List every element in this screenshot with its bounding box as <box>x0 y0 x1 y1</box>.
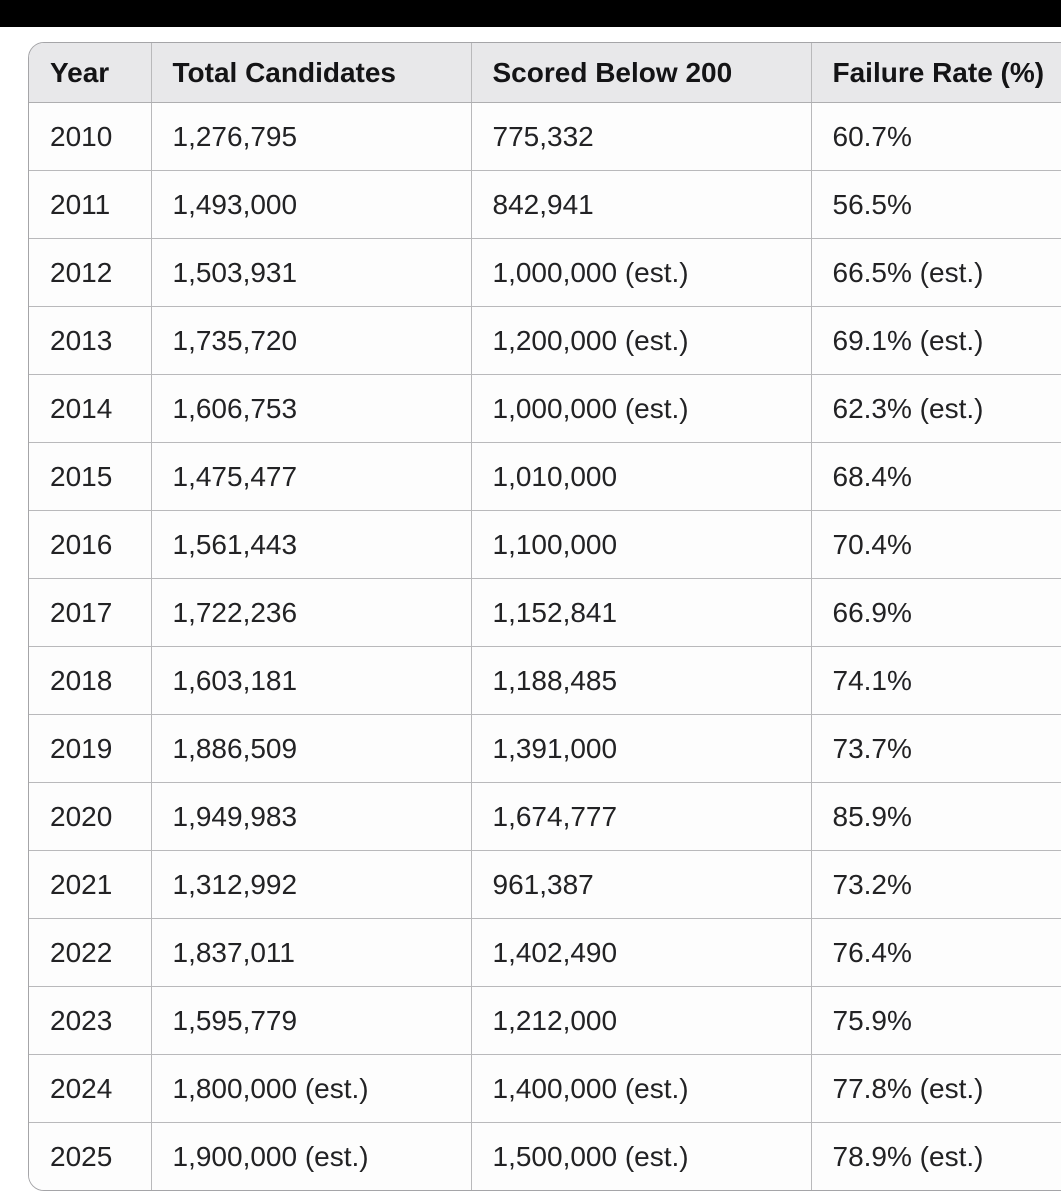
cell-below: 775,332 <box>470 102 812 171</box>
cell-total: 1,603,181 <box>150 646 472 715</box>
cell-year: 2012 <box>29 238 152 307</box>
cell-rate: 56.5% <box>810 170 1061 239</box>
cell-total: 1,886,509 <box>150 714 472 783</box>
table-row: 2013 1,735,720 1,200,000 (est.) 69.1% (est.… <box>29 306 1061 375</box>
cell-below: 1,010,000 <box>470 442 812 511</box>
exam-failure-rate-table: Year Total Candidates Scored Below 200 F… <box>29 43 1061 1190</box>
table-row: 2017 1,722,236 1,152,841 66.9% <box>29 578 1061 647</box>
cell-year: 2010 <box>29 102 152 171</box>
cell-total: 1,276,795 <box>150 102 472 171</box>
cell-year: 2021 <box>29 850 152 919</box>
cell-year: 2020 <box>29 782 152 851</box>
cell-total: 1,493,000 <box>150 170 472 239</box>
cell-total: 1,722,236 <box>150 578 472 647</box>
cell-rate: 77.8% (est.) <box>810 1054 1061 1123</box>
table-body: 2010 1,276,795 775,332 60.7% 2011 1,493,000 84… <box>29 102 1061 1190</box>
cell-year: 2018 <box>29 646 152 715</box>
cell-below: 961,387 <box>470 850 812 919</box>
cell-year: 2024 <box>29 1054 152 1123</box>
cell-total: 1,561,443 <box>150 510 472 579</box>
cell-below: 1,674,777 <box>470 782 812 851</box>
cell-total: 1,475,477 <box>150 442 472 511</box>
column-header-scored-below-200: Scored Below 200 <box>470 43 812 103</box>
table-row: 2012 1,503,931 1,000,000 (est.) 66.5% (est.… <box>29 238 1061 307</box>
cell-rate: 66.5% (est.) <box>810 238 1061 307</box>
top-letterbox-bar <box>0 0 1061 27</box>
cell-below: 1,400,000 (est.) <box>470 1054 812 1123</box>
cell-total: 1,800,000 (est.) <box>150 1054 472 1123</box>
cell-total: 1,735,720 <box>150 306 472 375</box>
table-row: 2011 1,493,000 842,941 56.5% <box>29 170 1061 239</box>
cell-rate: 76.4% <box>810 918 1061 987</box>
cell-rate: 85.9% <box>810 782 1061 851</box>
cell-below: 1,100,000 <box>470 510 812 579</box>
cell-below: 1,212,000 <box>470 986 812 1055</box>
cell-below: 1,000,000 (est.) <box>470 374 812 443</box>
cell-rate: 66.9% <box>810 578 1061 647</box>
table-row: 2018 1,603,181 1,188,485 74.1% <box>29 646 1061 715</box>
column-header-year: Year <box>29 43 152 103</box>
cell-below: 1,188,485 <box>470 646 812 715</box>
cell-total: 1,503,931 <box>150 238 472 307</box>
cell-rate: 69.1% (est.) <box>810 306 1061 375</box>
header-row: Year Total Candidates Scored Below 200 F… <box>29 43 1061 103</box>
table-row: 2023 1,595,779 1,212,000 75.9% <box>29 986 1061 1055</box>
cell-year: 2011 <box>29 170 152 239</box>
cell-rate: 68.4% <box>810 442 1061 511</box>
table-row: 2024 1,800,000 (est.) 1,400,000 (est.) 77.8… <box>29 1054 1061 1123</box>
cell-year: 2016 <box>29 510 152 579</box>
table-row: 2020 1,949,983 1,674,777 85.9% <box>29 782 1061 851</box>
column-header-failure-rate: Failure Rate (%) <box>810 43 1061 103</box>
exam-results-table-container: Year Total Candidates Scored Below 200 F… <box>28 42 1061 1191</box>
cell-rate: 60.7% <box>810 102 1061 171</box>
cell-below: 1,152,841 <box>470 578 812 647</box>
cell-rate: 74.1% <box>810 646 1061 715</box>
cell-total: 1,606,753 <box>150 374 472 443</box>
cell-year: 2025 <box>29 1122 152 1190</box>
table-row: 2019 1,886,509 1,391,000 73.7% <box>29 714 1061 783</box>
table-row: 2015 1,475,477 1,010,000 68.4% <box>29 442 1061 511</box>
cell-below: 1,391,000 <box>470 714 812 783</box>
cell-total: 1,312,992 <box>150 850 472 919</box>
cell-year: 2017 <box>29 578 152 647</box>
table-row: 2022 1,837,011 1,402,490 76.4% <box>29 918 1061 987</box>
cell-total: 1,900,000 (est.) <box>150 1122 472 1190</box>
column-header-total-candidates: Total Candidates <box>150 43 472 103</box>
cell-year: 2023 <box>29 986 152 1055</box>
cell-year: 2014 <box>29 374 152 443</box>
cell-rate: 75.9% <box>810 986 1061 1055</box>
cell-total: 1,595,779 <box>150 986 472 1055</box>
cell-year: 2022 <box>29 918 152 987</box>
cell-below: 1,402,490 <box>470 918 812 987</box>
table-row: 2025 1,900,000 (est.) 1,500,000 (est.) 78.9… <box>29 1122 1061 1190</box>
cell-rate: 70.4% <box>810 510 1061 579</box>
cell-below: 1,200,000 (est.) <box>470 306 812 375</box>
cell-total: 1,949,983 <box>150 782 472 851</box>
cell-rate: 73.7% <box>810 714 1061 783</box>
cell-rate: 78.9% (est.) <box>810 1122 1061 1190</box>
cell-rate: 62.3% (est.) <box>810 374 1061 443</box>
cell-rate: 73.2% <box>810 850 1061 919</box>
table-row: 2016 1,561,443 1,100,000 70.4% <box>29 510 1061 579</box>
cell-below: 842,941 <box>470 170 812 239</box>
cell-year: 2013 <box>29 306 152 375</box>
cell-below: 1,500,000 (est.) <box>470 1122 812 1190</box>
table-row: 2021 1,312,992 961,387 73.2% <box>29 850 1061 919</box>
table-row: 2014 1,606,753 1,000,000 (est.) 62.3% (est.… <box>29 374 1061 443</box>
cell-year: 2019 <box>29 714 152 783</box>
cell-year: 2015 <box>29 442 152 511</box>
table-row: 2010 1,276,795 775,332 60.7% <box>29 102 1061 171</box>
cell-total: 1,837,011 <box>150 918 472 987</box>
cell-below: 1,000,000 (est.) <box>470 238 812 307</box>
